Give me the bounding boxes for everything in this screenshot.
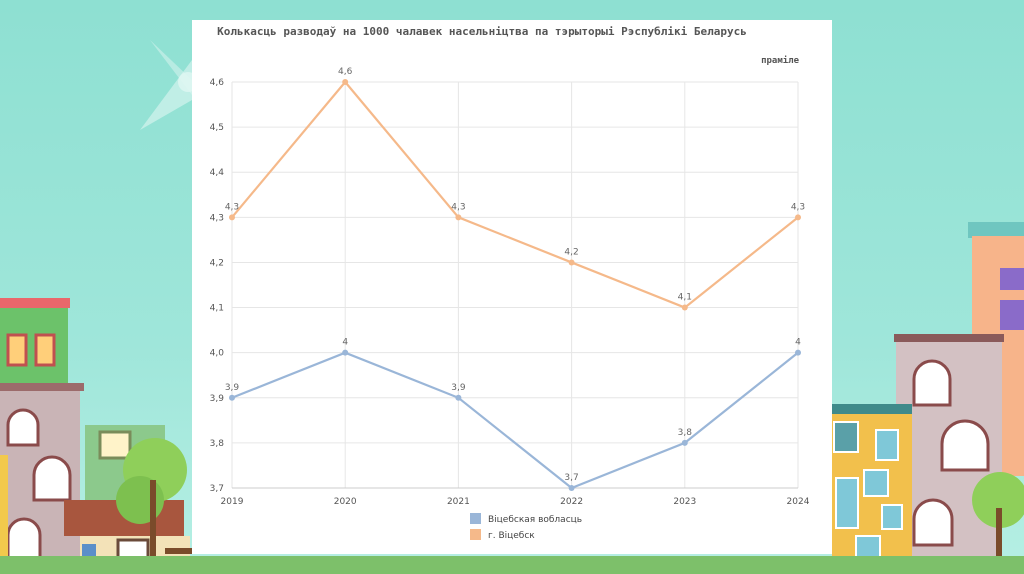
x-tick-label: 2022 xyxy=(560,497,583,507)
x-axis-ticks: 2019 2020 2021 2022 2023 2024 xyxy=(221,497,810,507)
y-tick-label: 4,1 xyxy=(210,304,224,314)
y-tick-label: 4,5 xyxy=(210,123,224,133)
data-point xyxy=(568,259,575,266)
data-point xyxy=(229,394,235,401)
data-label: 3,9 xyxy=(225,383,240,393)
x-tick-label: 2020 xyxy=(334,497,357,507)
chart-title: Колькасць разводаў на 1000 чалавек насел… xyxy=(217,25,747,38)
y-tick-label: 4,3 xyxy=(210,213,224,223)
y-tick-label: 4,6 xyxy=(210,78,225,88)
line-chart: Колькасць разводаў на 1000 чалавек насел… xyxy=(210,25,810,541)
data-labels: 3,9 4 3,9 3,7 3,8 4 4,3 4,6 4,3 4,2 4,1 4,3 xyxy=(225,67,805,483)
data-label: 3,7 xyxy=(564,473,578,483)
data-point xyxy=(568,485,575,491)
data-point xyxy=(342,349,349,356)
data-label: 4,3 xyxy=(451,202,465,212)
legend: Віцебская вобласць г. Віцебск xyxy=(470,513,582,541)
data-label: 4,6 xyxy=(338,67,353,77)
data-label: 4,3 xyxy=(225,202,239,212)
data-point xyxy=(681,304,688,311)
unit-label: праміле xyxy=(761,55,800,66)
data-label: 4,1 xyxy=(678,293,692,303)
series-line xyxy=(231,80,799,309)
data-point xyxy=(455,214,462,221)
data-point xyxy=(795,214,801,221)
data-label: 4 xyxy=(342,338,348,348)
series-line xyxy=(231,351,799,490)
y-tick-label: 3,7 xyxy=(210,484,224,494)
legend-swatch xyxy=(470,513,481,524)
x-tick-label: 2023 xyxy=(673,497,696,507)
data-label: 3,9 xyxy=(451,383,466,393)
data-label: 3,8 xyxy=(678,428,693,438)
chart-panel: Колькасць разводаў на 1000 чалавек насел… xyxy=(192,20,832,554)
data-points xyxy=(229,79,801,491)
x-tick-label: 2019 xyxy=(221,497,244,507)
data-point xyxy=(229,214,235,221)
data-label: 4 xyxy=(795,338,801,348)
series-lines xyxy=(231,80,799,490)
data-point xyxy=(342,79,349,85)
grid xyxy=(231,81,799,489)
ground-decoration xyxy=(0,556,1024,574)
data-point xyxy=(795,349,801,356)
y-tick-label: 4,4 xyxy=(210,168,225,178)
x-tick-label: 2024 xyxy=(787,497,810,507)
sun-rays-decoration xyxy=(140,40,198,130)
data-point xyxy=(455,394,462,401)
y-tick-label: 3,8 xyxy=(210,439,225,449)
y-tick-label: 4,2 xyxy=(210,258,224,268)
legend-label: Віцебская вобласць xyxy=(488,515,582,525)
right-buildings-decoration xyxy=(832,222,1024,574)
x-tick-label: 2021 xyxy=(447,497,470,507)
data-label: 4,3 xyxy=(791,202,805,212)
y-tick-label: 4,0 xyxy=(210,349,225,359)
data-label: 4,2 xyxy=(564,247,578,257)
legend-label: г. Віцебск xyxy=(488,531,535,541)
y-tick-label: 3,9 xyxy=(210,394,225,404)
data-point xyxy=(681,439,688,446)
y-axis-ticks: 4,6 4,5 4,4 4,3 4,2 4,1 4,0 3,9 3,8 3,7 xyxy=(210,78,225,494)
legend-swatch xyxy=(470,529,481,540)
